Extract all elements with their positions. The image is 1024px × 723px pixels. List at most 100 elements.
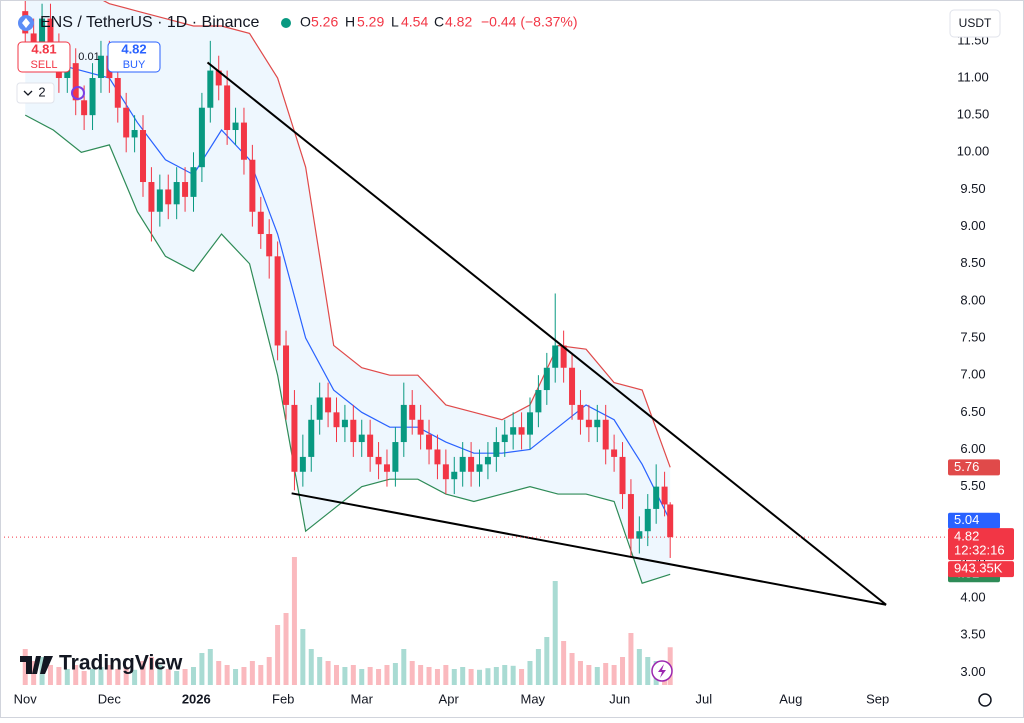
volume-bar <box>56 667 62 685</box>
volume-bar <box>140 661 146 685</box>
h-label: H <box>345 14 355 30</box>
volume-bar <box>561 641 567 685</box>
volume-bar <box>586 665 592 685</box>
trend-line <box>206 61 887 606</box>
y-tick-label: 6.00 <box>960 441 985 456</box>
volume-label: 943.35K <box>954 561 1003 576</box>
candle-body <box>518 427 525 435</box>
candle-body <box>417 419 424 435</box>
currency: USDT <box>959 16 992 30</box>
volume-bar <box>628 633 634 685</box>
buy-button[interactable] <box>107 41 161 73</box>
volume-bar <box>182 669 188 685</box>
alert-glyph <box>658 664 666 678</box>
l-value: 4.54 <box>401 14 428 30</box>
upper-band-label: 5.76 <box>954 459 979 474</box>
candle-body <box>569 367 576 405</box>
sell-button[interactable] <box>17 41 71 73</box>
candle-body <box>367 434 374 457</box>
candle-body <box>140 130 147 183</box>
volume-bar <box>283 613 289 685</box>
candle-body <box>501 434 508 443</box>
y-tick-label: 9.50 <box>960 181 985 196</box>
y-tick-label: 10.50 <box>957 107 990 122</box>
volume-bar <box>401 649 407 685</box>
candle-body <box>325 397 332 413</box>
volume-bar <box>73 665 79 685</box>
volume-bar <box>426 667 432 685</box>
y-tick-label: 8.00 <box>960 292 985 307</box>
volume-bar <box>620 657 626 685</box>
settings-icon[interactable] <box>978 693 992 707</box>
volume-bar <box>527 661 533 685</box>
mid-band-label-bg <box>948 512 1000 529</box>
y-tick-label: 7.00 <box>960 367 985 382</box>
mid-band-label: 5.04 <box>954 512 979 527</box>
volume-bar <box>510 665 516 685</box>
y-tick-label: 7.50 <box>960 329 985 344</box>
candle-body <box>383 464 390 472</box>
volume-bar <box>123 667 129 685</box>
candle-body <box>173 182 180 205</box>
candle-body <box>182 182 189 197</box>
candle-body <box>316 397 323 420</box>
y-tick-label: 11.00 <box>957 69 989 84</box>
candle-body <box>434 449 441 465</box>
candle-body <box>89 78 96 116</box>
candle-body <box>493 442 500 457</box>
candle-body <box>459 456 466 472</box>
volume-bar <box>317 657 323 685</box>
candle-body <box>577 404 584 420</box>
candle-body <box>165 189 172 205</box>
buy-label: BUY <box>123 59 146 71</box>
volume-bar <box>502 665 508 685</box>
candle-body <box>207 70 214 108</box>
volume-bar <box>190 667 196 685</box>
candle-body <box>585 419 592 428</box>
band-fill <box>25 1 671 584</box>
logo-mark <box>20 656 53 674</box>
candle-body <box>644 508 651 532</box>
volume-bar <box>636 649 642 685</box>
volume-bar <box>291 557 297 685</box>
volume-bar <box>64 669 70 685</box>
y-tick-label: 3.50 <box>960 627 985 642</box>
y-tick-label: 5.50 <box>960 478 985 493</box>
candle-body <box>39 18 46 56</box>
volume-bar <box>384 665 390 685</box>
candle-body <box>409 404 416 420</box>
logo-text[interactable]: TradingView <box>59 652 183 675</box>
symbol-title[interactable]: ENS / TetherUS · 1D · Binance <box>40 14 259 31</box>
x-tick-label: Nov <box>14 691 38 706</box>
change: −0.44 (−8.37%) <box>481 14 578 30</box>
o-value: 5.26 <box>311 14 338 30</box>
volume-bar <box>224 665 230 685</box>
indicator-toggle[interactable] <box>16 82 55 104</box>
volume-bar <box>434 669 440 685</box>
x-tick-label: Jul <box>696 691 713 706</box>
currency-button[interactable] <box>949 9 1001 38</box>
candle-body <box>114 78 121 108</box>
countdown: 12:32:16 <box>954 543 1005 558</box>
volume-bar <box>493 667 499 685</box>
x-tick-label: Feb <box>272 691 294 706</box>
y-tick-label: 3.00 <box>960 664 985 679</box>
indicator-count: 2 <box>38 84 45 99</box>
volume-bar <box>106 665 112 685</box>
volume-bar <box>460 667 466 685</box>
volume-bar <box>552 581 558 685</box>
l-label: L <box>391 14 399 30</box>
volume-bar <box>485 668 491 685</box>
candle-body <box>274 256 281 346</box>
volume-bar <box>359 669 365 685</box>
y-tick-label: 6.50 <box>960 404 985 419</box>
crosshair-icon[interactable] <box>71 86 85 100</box>
candle-body <box>535 390 542 413</box>
y-tick-label: 9.00 <box>960 218 985 233</box>
candle-body <box>156 189 163 212</box>
volume-bar <box>233 669 239 685</box>
volume-bar <box>350 665 356 685</box>
candle-body <box>131 130 138 138</box>
volume-bar <box>174 671 180 685</box>
